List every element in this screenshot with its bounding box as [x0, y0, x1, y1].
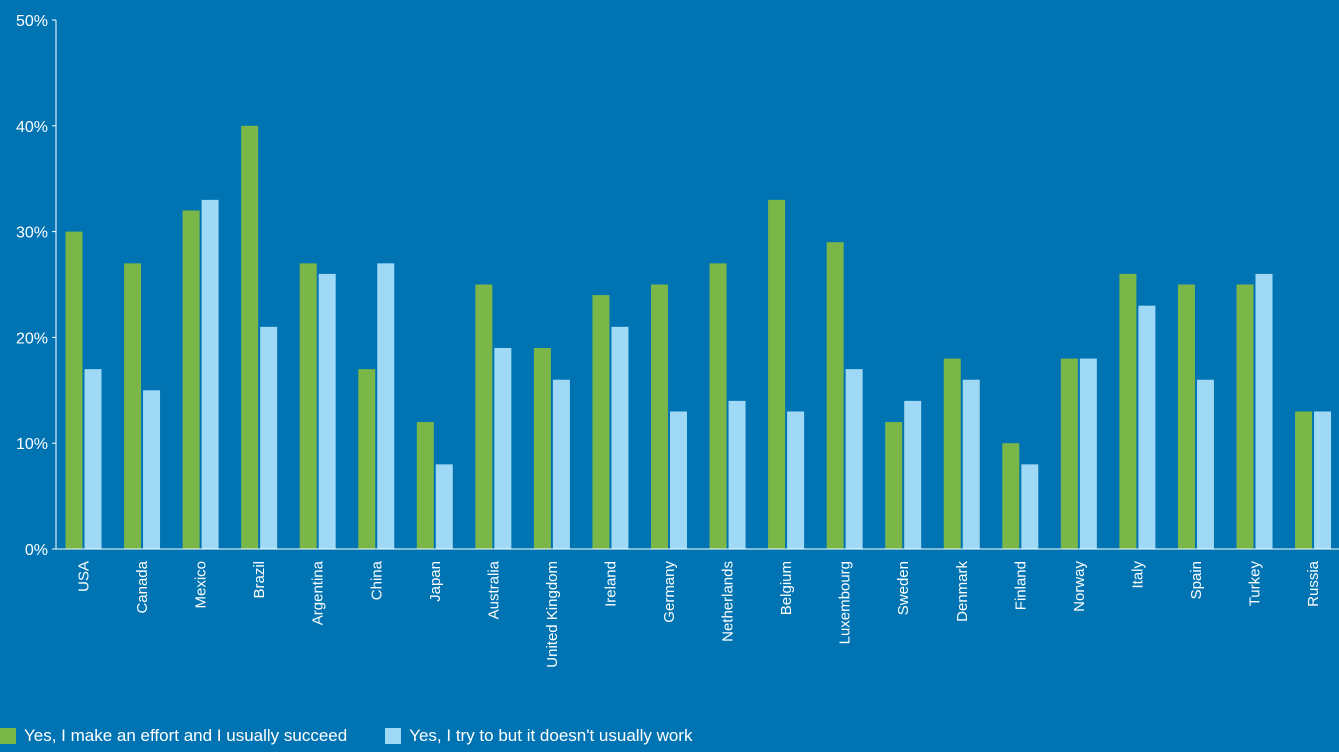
bar-succeed-united-kingdom: [533, 347, 551, 549]
x-tick-label: United Kingdom: [544, 561, 561, 668]
bar-try-brazil: [260, 326, 278, 549]
x-tick-label: Canada: [134, 560, 151, 613]
bar-try-belgium: [787, 411, 805, 549]
x-tick-label: Belgium: [778, 561, 795, 615]
y-tick-label: 40%: [16, 119, 48, 136]
x-tick-label: Australia: [485, 560, 502, 619]
x-tick-label: Argentina: [310, 560, 327, 625]
x-tick-label: Mexico: [193, 561, 210, 609]
bar-succeed-canada: [124, 263, 142, 549]
x-tick-label: Ireland: [602, 561, 619, 607]
bar-succeed-china: [358, 369, 376, 549]
x-tick-label: Turkey: [1247, 561, 1264, 607]
x-tick-label: Denmark: [954, 561, 971, 622]
bar-succeed-australia: [475, 284, 493, 549]
bars-group: [65, 125, 1332, 550]
bar-succeed-japan: [416, 422, 434, 549]
x-tick-label: USA: [76, 561, 93, 592]
legend: Yes, I make an effort and I usually succ…: [0, 726, 730, 746]
bar-try-luxembourg: [845, 369, 863, 549]
bar-succeed-ireland: [592, 295, 610, 549]
x-tick-label: Spain: [1188, 561, 1205, 599]
bar-succeed-finland: [1002, 443, 1020, 549]
bar-succeed-luxembourg: [826, 242, 844, 549]
x-tick-label: Luxembourg: [837, 561, 854, 644]
x-tick-label: Italy: [1129, 561, 1146, 589]
y-tick-label: 0%: [25, 542, 48, 559]
bar-try-turkey: [1255, 273, 1273, 549]
bar-succeed-belgium: [768, 199, 786, 550]
legend-item-succeed: Yes, I make an effort and I usually succ…: [0, 726, 347, 746]
bar-try-canada: [143, 390, 161, 549]
x-tick-label: Norway: [1071, 561, 1088, 612]
bar-succeed-spain: [1177, 284, 1195, 549]
bar-try-ireland: [611, 326, 629, 549]
axes-group: [52, 19, 1339, 550]
y-tick-label: 10%: [16, 436, 48, 453]
bar-try-norway: [1079, 358, 1097, 549]
x-tick-label: China: [368, 560, 385, 600]
bar-succeed-brazil: [241, 125, 259, 550]
x-tick-label: Netherlands: [720, 561, 737, 642]
bar-try-germany: [670, 411, 687, 549]
x-tick-label: Japan: [427, 561, 444, 602]
bar-try-netherlands: [728, 400, 746, 549]
bar-try-usa: [84, 369, 102, 549]
y-tick-label: 30%: [16, 225, 48, 242]
bar-try-japan: [435, 464, 453, 549]
x-tick-label: Sweden: [895, 561, 912, 615]
bar-succeed-sweden: [885, 422, 903, 549]
bar-try-australia: [494, 347, 512, 549]
bar-succeed-usa: [65, 231, 83, 549]
bar-succeed-germany: [651, 284, 668, 549]
x-tick-label: Russia: [1305, 560, 1322, 607]
bar-succeed-italy: [1119, 273, 1137, 549]
legend-label-try: Yes, I try to but it doesn't usually wor…: [409, 726, 693, 745]
bar-try-italy: [1138, 305, 1156, 549]
bar-try-mexico: [201, 199, 219, 550]
bar-succeed-mexico: [182, 210, 200, 549]
bar-succeed-argentina: [299, 263, 317, 549]
bar-succeed-turkey: [1236, 284, 1254, 549]
x-tick-label: Brazil: [251, 561, 268, 599]
x-tick-label: Finland: [1012, 561, 1029, 610]
x-tick-label: Germany: [661, 561, 678, 623]
bar-try-spain: [1196, 379, 1214, 549]
x-tick-labels: USA Canada Mexico Brazil Argentina China Japan…: [76, 560, 1323, 667]
bar-try-united-kingdom: [552, 379, 570, 549]
bar-try-finland: [1021, 464, 1039, 549]
bar-succeed-russia: [1295, 411, 1313, 549]
bar-succeed-netherlands: [709, 263, 727, 549]
bar-try-argentina: [318, 273, 336, 549]
legend-swatch-succeed: [0, 728, 16, 744]
y-tick-label: 50%: [16, 13, 48, 30]
bar-succeed-norway: [1060, 358, 1078, 549]
y-tick-labels: 0% 10% 20% 30% 40% 50%: [16, 13, 48, 559]
legend-swatch-try: [385, 728, 402, 744]
legend-item-try: Yes, I try to but it doesn't usually wor…: [385, 726, 692, 746]
bar-try-russia: [1314, 411, 1332, 549]
bar-try-denmark: [962, 379, 980, 549]
bar-try-sweden: [904, 400, 922, 549]
bar-succeed-denmark: [943, 358, 961, 549]
bar-try-china: [377, 263, 395, 549]
y-tick-label: 20%: [16, 330, 48, 347]
legend-label-succeed: Yes, I make an effort and I usually succ…: [24, 726, 348, 745]
